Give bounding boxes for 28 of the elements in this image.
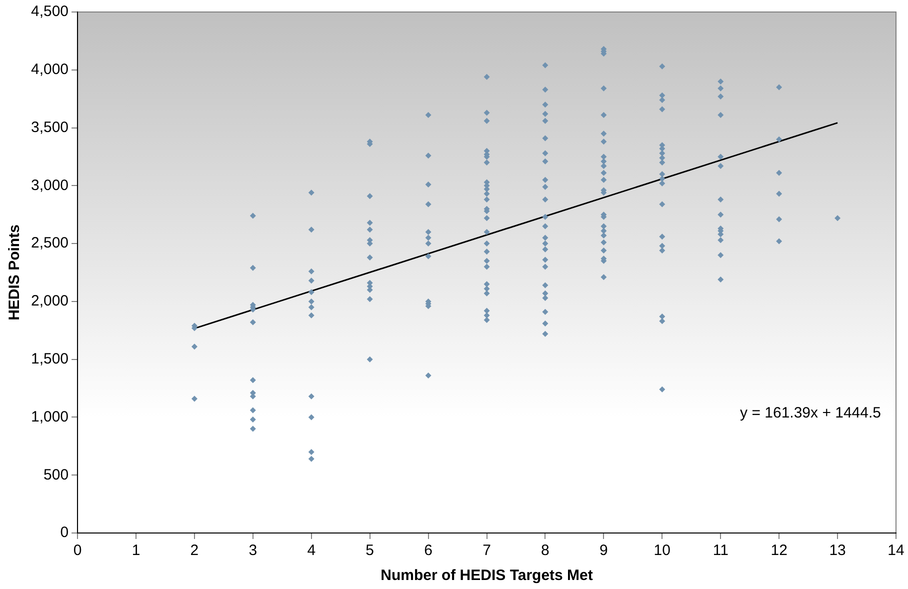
x-tick-label: 4	[307, 542, 316, 560]
y-tick-label: 1,000	[30, 408, 69, 426]
x-tick-label: 3	[248, 542, 258, 560]
x-tick-label: 7	[482, 542, 491, 560]
x-tick-label: 5	[366, 542, 374, 560]
x-tick-label: 8	[541, 542, 550, 560]
x-axis-title: Number of HEDIS Targets Met	[380, 567, 593, 584]
x-tick-label: 6	[424, 542, 432, 560]
x-tick-label: 9	[600, 542, 608, 560]
x-tick-label: 11	[712, 542, 728, 560]
x-tick-label: 1	[132, 542, 140, 560]
y-tick-label: 3,500	[30, 118, 69, 136]
y-tick-label: 4,500	[30, 3, 69, 20]
y-tick-label: 3,000	[30, 176, 69, 194]
y-tick-label: 4,000	[30, 61, 69, 78]
x-tick-label: 10	[654, 542, 670, 560]
y-tick-label: 500	[44, 466, 69, 484]
y-tick-label: 2,000	[30, 292, 69, 310]
x-tick-label: 12	[770, 542, 788, 560]
x-tick-label: 13	[829, 542, 846, 560]
y-tick-label: 1,500	[30, 350, 69, 368]
x-tick-label: 0	[73, 542, 82, 560]
y-tick-label: 2,500	[30, 234, 69, 252]
annotation: y = 161.39x + 1444.5	[740, 404, 881, 422]
x-tick-label: 14	[888, 542, 904, 560]
y-axis-title: HEDIS Points	[6, 224, 24, 320]
x-tick-label: 2	[190, 542, 199, 560]
y-tick-label: 0	[60, 524, 69, 542]
